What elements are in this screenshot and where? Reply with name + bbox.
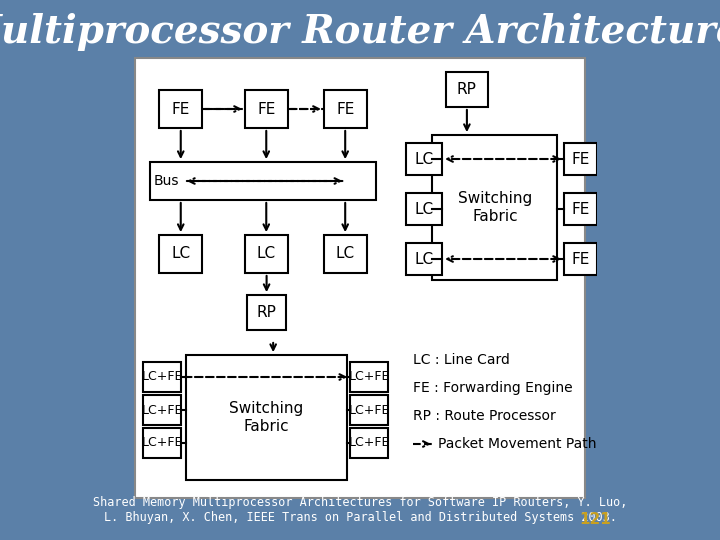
FancyBboxPatch shape xyxy=(432,135,557,280)
FancyBboxPatch shape xyxy=(135,58,585,498)
FancyBboxPatch shape xyxy=(143,428,181,458)
Text: LC+FE: LC+FE xyxy=(348,403,390,416)
Text: FE: FE xyxy=(171,102,190,117)
Text: RP: RP xyxy=(256,305,276,320)
Text: FE: FE xyxy=(336,102,354,117)
FancyBboxPatch shape xyxy=(159,90,202,128)
FancyBboxPatch shape xyxy=(186,355,347,480)
FancyBboxPatch shape xyxy=(324,235,366,273)
Text: 121: 121 xyxy=(579,511,611,526)
Text: Multiprocessor Router Architectures: Multiprocessor Router Architectures xyxy=(0,13,720,51)
FancyBboxPatch shape xyxy=(406,193,442,225)
Text: LC: LC xyxy=(415,201,433,217)
FancyBboxPatch shape xyxy=(245,90,288,128)
FancyBboxPatch shape xyxy=(564,143,597,175)
FancyBboxPatch shape xyxy=(350,395,388,425)
FancyBboxPatch shape xyxy=(406,243,442,275)
FancyBboxPatch shape xyxy=(324,90,366,128)
FancyBboxPatch shape xyxy=(143,362,181,392)
Text: FE : Forwarding Engine: FE : Forwarding Engine xyxy=(413,381,572,395)
Text: FE: FE xyxy=(257,102,276,117)
FancyBboxPatch shape xyxy=(150,162,377,200)
FancyBboxPatch shape xyxy=(564,243,597,275)
FancyBboxPatch shape xyxy=(159,235,202,273)
Text: FE: FE xyxy=(571,201,590,217)
FancyBboxPatch shape xyxy=(406,143,442,175)
Text: FE: FE xyxy=(571,152,590,166)
Text: Packet Movement Path: Packet Movement Path xyxy=(438,437,596,451)
FancyBboxPatch shape xyxy=(446,72,488,107)
Text: LC+FE: LC+FE xyxy=(141,436,183,449)
Text: Switching
Fabric: Switching Fabric xyxy=(458,191,532,224)
FancyBboxPatch shape xyxy=(143,395,181,425)
Text: LC: LC xyxy=(336,246,355,261)
Text: RP: RP xyxy=(457,82,477,97)
Text: FE: FE xyxy=(571,252,590,267)
Text: LC+FE: LC+FE xyxy=(141,403,183,416)
Text: Switching
Fabric: Switching Fabric xyxy=(229,401,303,434)
FancyBboxPatch shape xyxy=(247,295,287,330)
FancyBboxPatch shape xyxy=(350,428,388,458)
Text: RP : Route Processor: RP : Route Processor xyxy=(413,409,555,423)
Text: Bus: Bus xyxy=(153,174,179,188)
FancyBboxPatch shape xyxy=(564,193,597,225)
Text: LC: LC xyxy=(257,246,276,261)
Text: LC+FE: LC+FE xyxy=(348,370,390,383)
Text: LC+FE: LC+FE xyxy=(141,370,183,383)
FancyBboxPatch shape xyxy=(245,235,288,273)
Text: LC+FE: LC+FE xyxy=(348,436,390,449)
Text: LC : Line Card: LC : Line Card xyxy=(413,353,510,367)
Text: Shared Memory Multiprocessor Architectures for Software IP Routers, Y. Luo,
L. B: Shared Memory Multiprocessor Architectur… xyxy=(93,496,627,524)
Text: LC: LC xyxy=(415,252,433,267)
FancyBboxPatch shape xyxy=(350,362,388,392)
Text: LC: LC xyxy=(415,152,433,166)
Text: LC: LC xyxy=(171,246,190,261)
